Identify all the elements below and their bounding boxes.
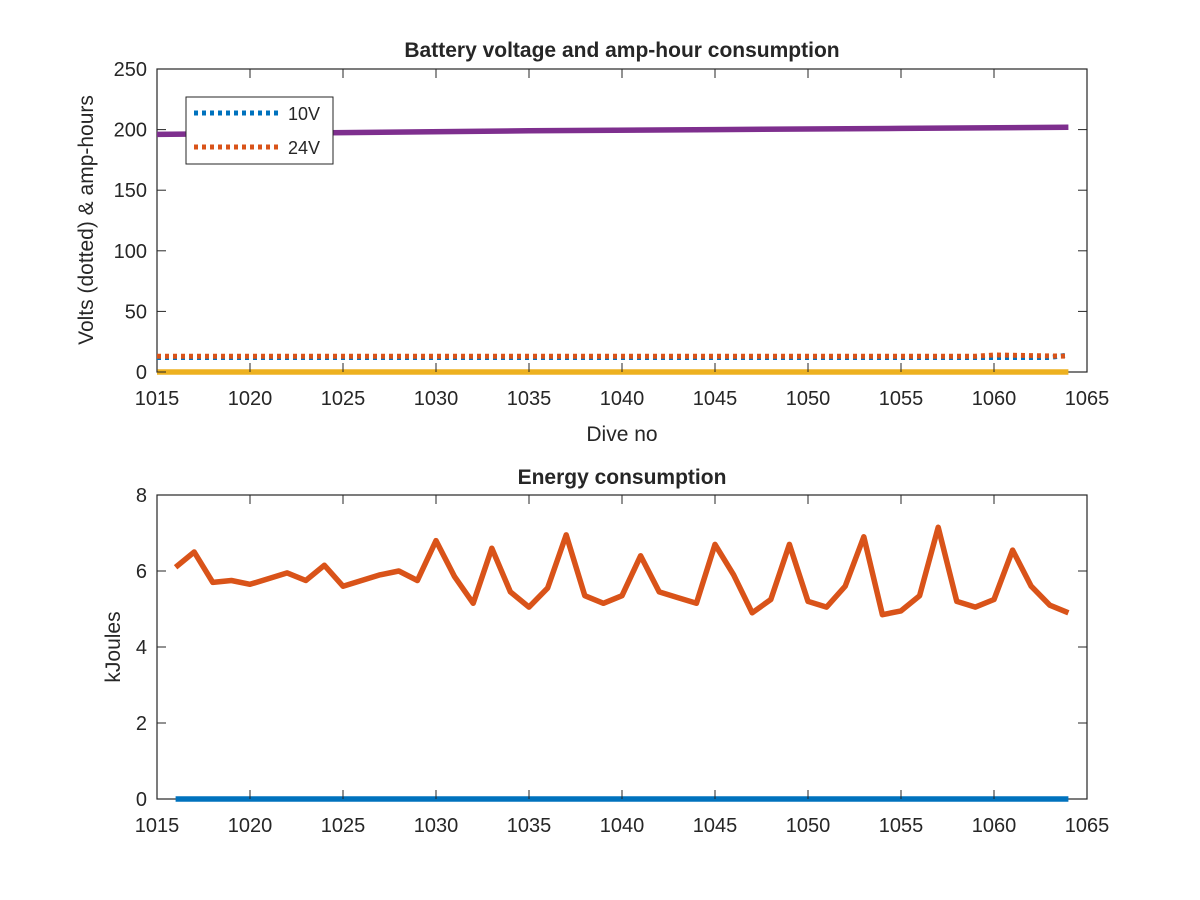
voltage-y-axis-label: Volts (dotted) & amp-hours [75, 95, 98, 345]
voltage-x-axis-label: Dive no [586, 423, 657, 446]
energy-x-tick-label: 1035 [507, 815, 552, 837]
energy-x-tick-label: 1055 [879, 815, 924, 837]
voltage-x-tick-label: 1065 [1065, 388, 1110, 410]
energy-x-tick-label: 1045 [693, 815, 738, 837]
energy-y-tick-label: 8 [136, 485, 147, 507]
energy-x-tick-label: 1030 [414, 815, 459, 837]
voltage-x-tick-label: 1055 [879, 388, 924, 410]
legend-label-24v: 24V [288, 138, 320, 158]
energy-y-axis-label: kJoules [102, 611, 125, 682]
energy-x-tick-label: 1020 [228, 815, 273, 837]
voltage-y-tick-label: 250 [114, 59, 147, 81]
energy-y-tick-label: 4 [136, 637, 147, 659]
voltage-x-tick-label: 1060 [972, 388, 1017, 410]
legend-label-10v: 10V [288, 104, 320, 124]
energy-y-tick-label: 0 [136, 789, 147, 811]
voltage-series-line-24v [157, 352, 1069, 359]
voltage-x-tick-label: 1050 [786, 388, 831, 410]
voltage-x-tick-label: 1015 [135, 388, 180, 410]
energy-axes-box [156, 494, 1088, 800]
energy-y-tick-label: 6 [136, 561, 147, 583]
energy-x-tick-label: 1025 [321, 815, 366, 837]
legend: 10V 24V [185, 96, 334, 165]
energy-x-tick-label: 1050 [786, 815, 831, 837]
energy-x-tick-label: 1040 [600, 815, 645, 837]
voltage-x-tick-label: 1040 [600, 388, 645, 410]
voltage-x-tick-label: 1020 [228, 388, 273, 410]
energy-series-line-2 [173, 524, 1070, 618]
energy-ticks-group: 1015 1020 1025 1030 1035 1040 1045 1050 1055 1060… [135, 485, 1110, 837]
voltage-x-tick-label: 1030 [414, 388, 459, 410]
voltage-y-tick-label: 200 [114, 120, 147, 142]
voltage-x-tick-label: 1045 [693, 388, 738, 410]
voltage-x-tick-label: 1035 [507, 388, 552, 410]
energy-axes: 1015 1020 1025 1030 1035 1040 1045 1050 1055 1060… [102, 466, 1109, 837]
voltage-ticks-group: 1015 1020 1025 1030 1035 1040 1045 1050 1055 1060… [114, 59, 1110, 410]
voltage-x-tick-label: 1025 [321, 388, 366, 410]
voltage-y-tick-label: 100 [114, 241, 147, 263]
voltage-y-tick-label: 50 [125, 301, 147, 323]
energy-x-tick-label: 1060 [972, 815, 1017, 837]
energy-x-tick-label: 1065 [1065, 815, 1110, 837]
voltage-y-tick-label: 150 [114, 180, 147, 202]
voltage-axes: 1015 1020 1025 1030 1035 1040 1045 1050 1055 1060… [75, 39, 1109, 446]
energy-x-tick-label: 1015 [135, 815, 180, 837]
energy-y-tick-label: 2 [136, 713, 147, 735]
energy-chart-title: Energy consumption [518, 466, 727, 489]
legend-box [185, 96, 334, 165]
voltage-chart-title: Battery voltage and amp-hour consumption [404, 39, 839, 62]
voltage-y-tick-label: 0 [136, 362, 147, 384]
